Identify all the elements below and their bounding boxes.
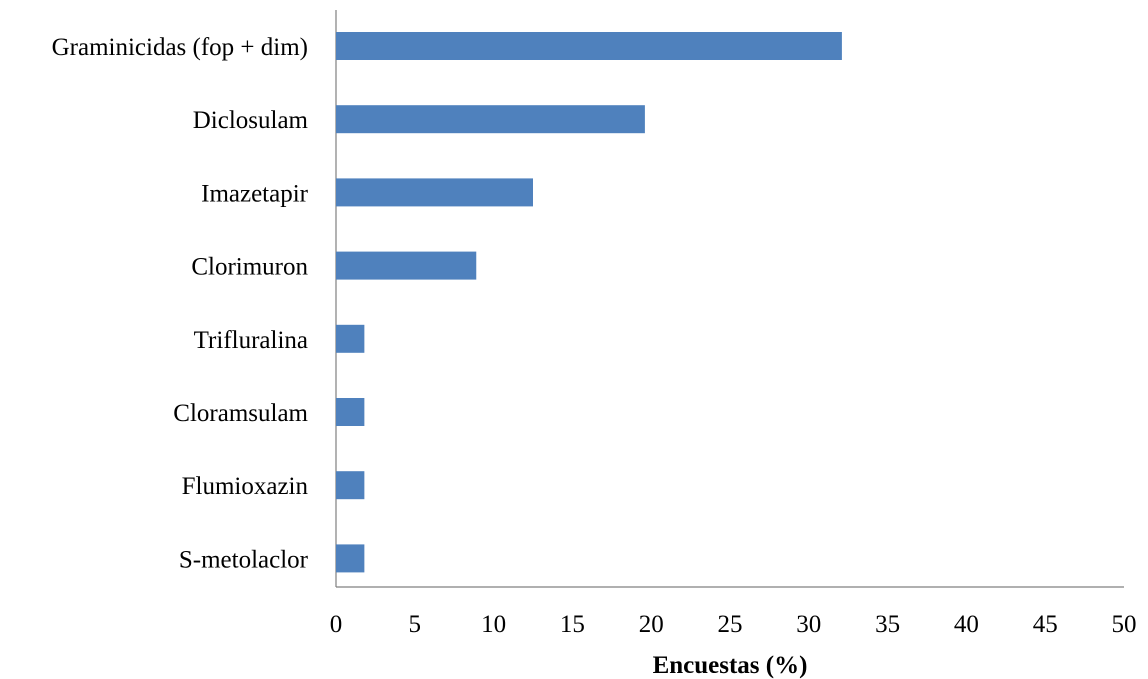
category-label: Diclosulam — [193, 107, 309, 134]
x-tick-label: 35 — [875, 611, 900, 638]
x-tick-label: 50 — [1112, 611, 1137, 638]
category-label: S-metolaclor — [179, 546, 309, 573]
x-tick-label: 40 — [954, 611, 979, 638]
x-tick-label: 25 — [718, 611, 743, 638]
category-label: Clorimuron — [191, 254, 308, 281]
bar — [336, 178, 533, 207]
x-tick-label: 45 — [1033, 611, 1058, 638]
bar — [336, 324, 365, 353]
category-axis: Graminicidas (fop + dim) Diclosulam Imazet… — [52, 10, 337, 587]
x-tick-label: 0 — [330, 611, 343, 638]
bar — [336, 471, 365, 500]
bar — [336, 398, 365, 426]
category-label: Trifluralina — [194, 327, 308, 354]
category-label: Imazetapir — [201, 180, 309, 207]
category-label: Flumioxazin — [182, 473, 309, 500]
x-tick-label: 30 — [796, 611, 821, 638]
x-axis-title: Encuestas (%) — [653, 652, 808, 679]
value-axis: 0 5 10 15 20 25 30 35 40 45 50 — [330, 586, 1137, 638]
category-label: Cloramsulam — [173, 400, 308, 427]
x-tick-label: 10 — [481, 611, 506, 638]
x-tick-label: 20 — [639, 611, 664, 638]
bars — [336, 32, 842, 573]
bar — [336, 32, 842, 60]
x-tick-label: 5 — [409, 611, 422, 638]
bar — [336, 544, 365, 573]
category-label: Graminicidas (fop + dim) — [52, 34, 308, 61]
bar — [336, 251, 477, 280]
bar — [336, 105, 645, 134]
x-tick-label: 15 — [560, 611, 585, 638]
